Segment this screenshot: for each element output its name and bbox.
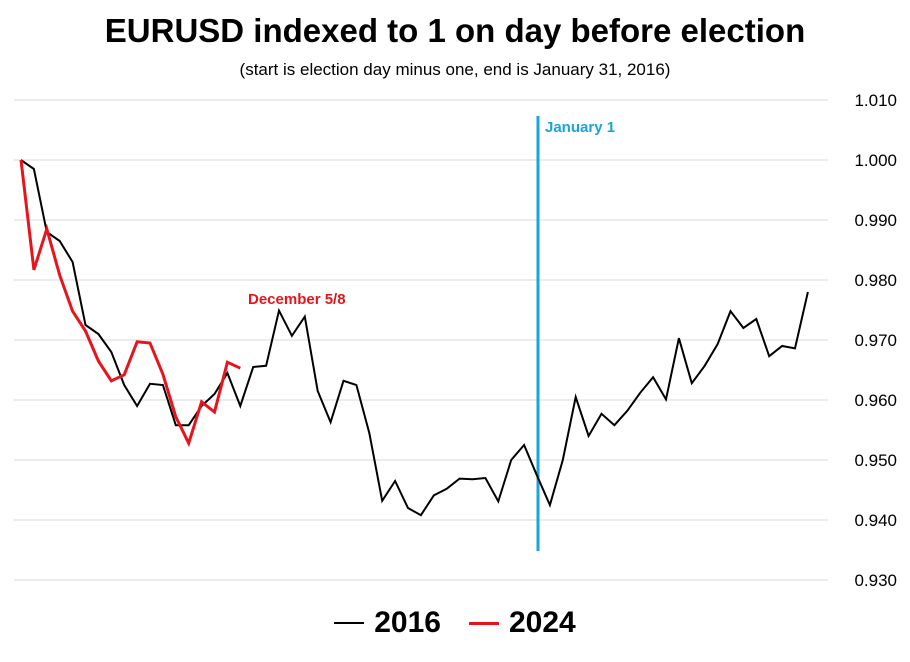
- legend-label-2024: 2024: [509, 606, 576, 639]
- y-tick-label: 0.960: [854, 391, 897, 410]
- annotation-december-5-8: December 5/8: [248, 291, 346, 308]
- legend-swatch-2016: [334, 622, 365, 624]
- legend-label-2016: 2016: [374, 606, 441, 639]
- chart-title: EURUSD indexed to 1 on day before electi…: [104, 12, 806, 49]
- y-tick-label: 1.000: [854, 151, 897, 170]
- legend: 2016 2024: [0, 606, 910, 640]
- annotations: December 5/8 January 1: [248, 119, 615, 308]
- series-line-2016: [20, 159, 809, 517]
- legend-item-2024: 2024: [469, 606, 576, 640]
- y-tick-label: 0.970: [854, 331, 897, 350]
- y-tick-label: 0.930: [854, 571, 897, 590]
- y-tick-label: 0.940: [854, 511, 897, 530]
- y-tick-label: 1.010: [854, 91, 897, 110]
- annotation-january-1: January 1: [545, 119, 615, 136]
- y-tick-label: 0.950: [854, 451, 897, 470]
- series-line-2024: [19, 159, 241, 448]
- series-lines: [19, 159, 809, 517]
- y-tick-label: 0.990: [854, 211, 897, 230]
- y-tick-label: 0.980: [854, 271, 897, 290]
- gridlines: [14, 99, 828, 581]
- legend-item-2016: 2016: [334, 606, 441, 640]
- y-axis-tick-labels: 1.010 1.000 0.990 0.980 0.970 0.960 0.950 0.940…: [854, 91, 897, 590]
- chart-subtitle: (start is election day minus one, end is…: [239, 60, 671, 79]
- legend-swatch-2024: [469, 621, 499, 625]
